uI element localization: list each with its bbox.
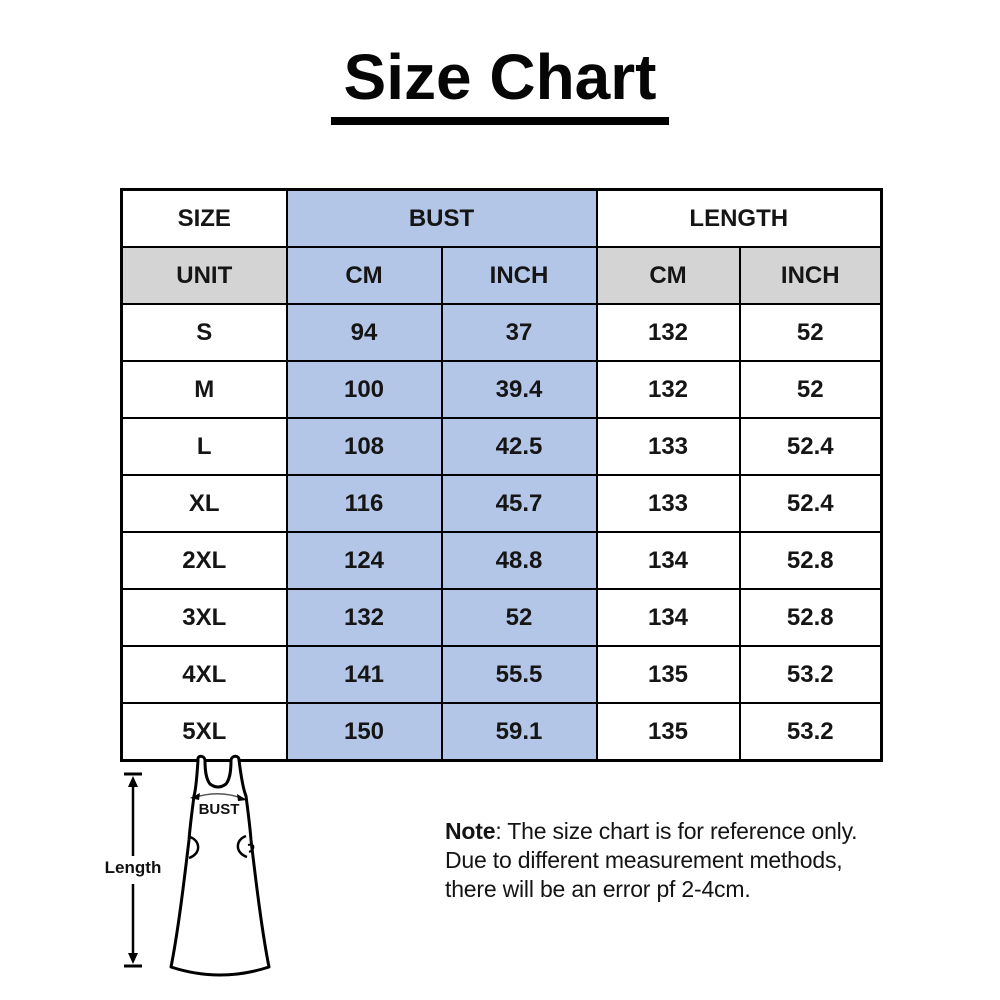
size-cell: 5XL [120, 702, 288, 762]
size-cell: 2XL [120, 531, 288, 590]
bust-inch-cell: 48.8 [440, 531, 598, 590]
table-row: M 100 39.4 132 52 [120, 360, 883, 419]
table-row: 4XL 141 55.5 135 53.2 [120, 645, 883, 704]
size-cell: L [120, 417, 288, 476]
size-chart-table: SIZE BUST LENGTH UNIT CM INCH CM INCH S … [120, 188, 884, 762]
col-header-bust: BUST [285, 188, 598, 248]
table-row: S 94 37 132 52 [120, 303, 883, 362]
note: Note: The size chart is for reference on… [445, 817, 858, 904]
bust-cm-header: CM [285, 246, 443, 305]
length-cm-cell: 133 [595, 417, 741, 476]
pocket-left-icon [188, 835, 200, 860]
bust-label: BUST [199, 801, 240, 818]
bust-inch-header: INCH [440, 246, 598, 305]
note-line-2: Due to different measurement methods, [445, 847, 843, 873]
length-inch-cell: 52.8 [738, 588, 883, 647]
length-inch-cell: 52.8 [738, 531, 883, 590]
length-cm-cell: 135 [595, 702, 741, 762]
bust-cm-cell: 94 [285, 303, 443, 362]
note-line-1: Note: The size chart is for reference on… [445, 818, 858, 844]
unit-row: UNIT CM INCH CM INCH [120, 246, 883, 305]
bust-inch-cell: 39.4 [440, 360, 598, 419]
length-cm-cell: 134 [595, 588, 741, 647]
length-inch-cell: 52.4 [738, 474, 883, 533]
bust-cm-cell: 132 [285, 588, 443, 647]
length-cm-cell: 135 [595, 645, 741, 704]
col-header-length: LENGTH [595, 188, 883, 248]
length-label: Length [105, 858, 162, 877]
bust-measure-arrow [190, 793, 247, 801]
size-cell: M [120, 360, 288, 419]
length-inch-cell: 53.2 [738, 645, 883, 704]
bust-cm-cell: 124 [285, 531, 443, 590]
size-cell: S [120, 303, 288, 362]
length-arrow [124, 772, 142, 968]
bust-inch-cell: 55.5 [440, 645, 598, 704]
size-cell: 4XL [120, 645, 288, 704]
length-inch-cell: 53.2 [738, 702, 883, 762]
length-cm-cell: 134 [595, 531, 741, 590]
table-row: XL 116 45.7 133 52.4 [120, 474, 883, 533]
length-inch-cell: 52.4 [738, 417, 883, 476]
pocket-right-icon [236, 834, 248, 859]
table-row: 2XL 124 48.8 134 52.8 [120, 531, 883, 590]
note-line-3: there will be an error pf 2-4cm. [445, 876, 751, 902]
length-cm-cell: 132 [595, 360, 741, 419]
bust-inch-cell: 59.1 [440, 702, 598, 762]
bust-inch-cell: 52 [440, 588, 598, 647]
page-title-text: Size Chart [330, 43, 670, 126]
bust-inch-cell: 42.5 [440, 417, 598, 476]
table-row: 5XL 150 59.1 135 53.2 [120, 702, 883, 762]
page-title: Size Chart [0, 43, 1000, 126]
bust-cm-cell: 116 [285, 474, 443, 533]
length-inch-cell: 52 [738, 303, 883, 362]
dress-outline [169, 754, 271, 977]
note-label: Note [445, 818, 496, 844]
bust-cm-cell: 100 [285, 360, 443, 419]
length-cm-header: CM [595, 246, 741, 305]
col-header-size: SIZE [120, 188, 288, 248]
pocket-right-notch [247, 843, 255, 853]
table-row: 3XL 132 52 134 52.8 [120, 588, 883, 647]
length-inch-header: INCH [738, 246, 883, 305]
size-cell: XL [120, 474, 288, 533]
unit-cell: UNIT [120, 246, 288, 305]
bust-inch-cell: 45.7 [440, 474, 598, 533]
bust-cm-cell: 150 [285, 702, 443, 762]
bust-inch-cell: 37 [440, 303, 598, 362]
table-row: L 108 42.5 133 52.4 [120, 417, 883, 476]
table-header-row: SIZE BUST LENGTH [120, 188, 883, 248]
size-cell: 3XL [120, 588, 288, 647]
bust-cm-cell: 141 [285, 645, 443, 704]
length-cm-cell: 132 [595, 303, 741, 362]
length-inch-cell: 52 [738, 360, 883, 419]
dress-illustration: Length BUST [105, 754, 271, 977]
length-cm-cell: 133 [595, 474, 741, 533]
bust-cm-cell: 108 [285, 417, 443, 476]
